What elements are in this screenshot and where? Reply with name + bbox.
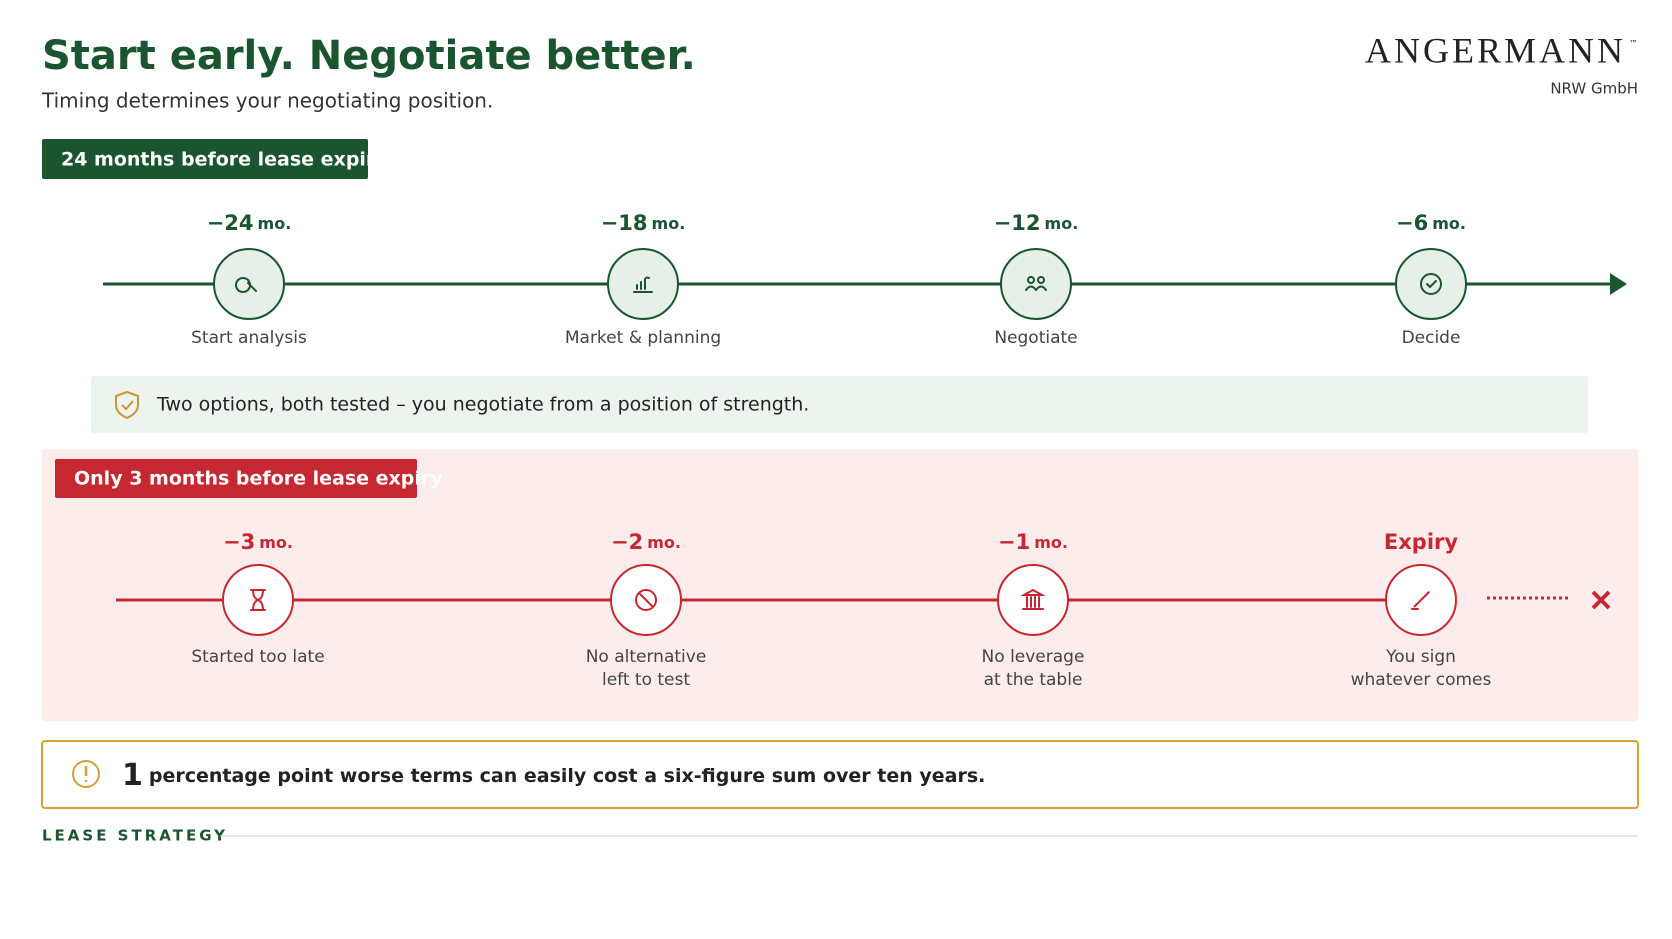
note-box xyxy=(91,376,1588,433)
title: Start early. Negotiate better. xyxy=(42,33,696,79)
step-icon xyxy=(1020,588,1046,610)
step-label: No alternative xyxy=(586,647,707,667)
step-time: −6 mo. xyxy=(1396,211,1466,235)
step-icon xyxy=(1025,276,1047,291)
badge xyxy=(42,139,368,179)
time-value: Expiry xyxy=(1384,530,1458,554)
step-time: −2 mo. xyxy=(611,530,681,554)
time-value: −1 xyxy=(998,530,1030,554)
step-label: Started too late xyxy=(191,647,324,667)
step-label: whatever comes xyxy=(1351,670,1492,690)
time-unit: mo. xyxy=(1432,214,1466,233)
step-label: Negotiate xyxy=(994,328,1077,348)
time-unit: mo. xyxy=(647,533,681,552)
step-label: No leverage xyxy=(982,647,1085,667)
time-value: −24 xyxy=(207,211,254,235)
step-circle xyxy=(997,564,1069,636)
time-unit: mo. xyxy=(652,214,686,233)
step-time: −3 mo. xyxy=(223,530,293,554)
step-icon xyxy=(633,276,653,293)
time-value: −12 xyxy=(994,211,1041,235)
badge-text: Only 3 months before lease expiry xyxy=(74,468,443,490)
step-circle xyxy=(1000,248,1072,320)
step-label: Start analysis xyxy=(191,328,307,348)
time-value: −3 xyxy=(223,530,255,554)
x-mark xyxy=(1591,590,1611,610)
time-unit: mo. xyxy=(1045,214,1079,233)
shield-icon xyxy=(115,390,139,420)
step-label: at the table xyxy=(984,670,1083,690)
step-icon xyxy=(1420,273,1443,295)
step-label: left to test xyxy=(602,670,690,690)
step-icon xyxy=(250,589,266,611)
step-label: Market & planning xyxy=(565,328,721,348)
subtitle: Timing determines your negotiating posit… xyxy=(41,89,493,113)
arrow xyxy=(1610,273,1627,295)
time-unit: mo. xyxy=(258,214,292,233)
badge xyxy=(55,459,417,498)
warning-box xyxy=(41,740,1639,809)
time-unit: mo. xyxy=(1034,533,1068,552)
step-time: −1 mo. xyxy=(998,530,1068,554)
step-icon xyxy=(235,277,257,293)
time-value: −6 xyxy=(1396,211,1428,235)
step-label: Decide xyxy=(1402,328,1461,348)
badge-text: 24 months before lease expiry xyxy=(61,149,388,171)
step-time: −12 mo. xyxy=(994,211,1079,235)
step-time: −18 mo. xyxy=(601,211,686,235)
brand: ANGERMANN xyxy=(1365,30,1626,70)
time-unit: mo. xyxy=(259,533,293,552)
brand-sub: NRW GmbH xyxy=(1550,80,1638,98)
warning-icon xyxy=(72,760,100,788)
brand-mark: ™ xyxy=(1629,40,1638,50)
warning: 1 percentage point worse terms can easily… xyxy=(122,758,985,793)
step-icon xyxy=(1411,591,1430,610)
late-panel xyxy=(42,449,1638,721)
footer: LEASE STRATEGY xyxy=(42,827,228,845)
step-time: Expiry xyxy=(1384,530,1458,554)
step-time: −24 mo. xyxy=(207,211,292,235)
step-circle xyxy=(1395,248,1467,320)
step-icon xyxy=(635,589,658,611)
note: Two options, both tested – you negotiate… xyxy=(156,394,809,416)
time-value: −18 xyxy=(601,211,648,235)
step-label: You sign xyxy=(1385,647,1456,667)
time-value: −2 xyxy=(611,530,643,554)
step-circle xyxy=(607,248,679,320)
